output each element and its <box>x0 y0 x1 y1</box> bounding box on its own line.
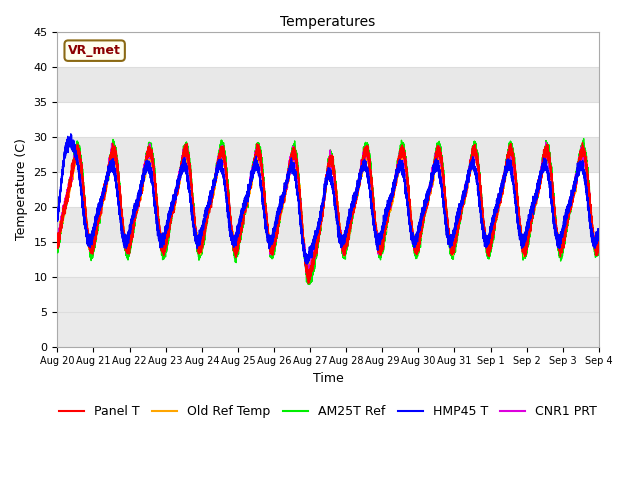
X-axis label: Time: Time <box>313 372 344 385</box>
Text: VR_met: VR_met <box>68 44 121 57</box>
Bar <box>58 276 599 347</box>
Bar <box>58 67 599 102</box>
Bar <box>58 137 599 172</box>
Bar <box>58 241 599 347</box>
Y-axis label: Temperature (C): Temperature (C) <box>15 138 28 240</box>
Title: Temperatures: Temperatures <box>280 15 376 29</box>
Bar <box>58 207 599 241</box>
Legend: Panel T, Old Ref Temp, AM25T Ref, HMP45 T, CNR1 PRT: Panel T, Old Ref Temp, AM25T Ref, HMP45 … <box>54 400 602 423</box>
